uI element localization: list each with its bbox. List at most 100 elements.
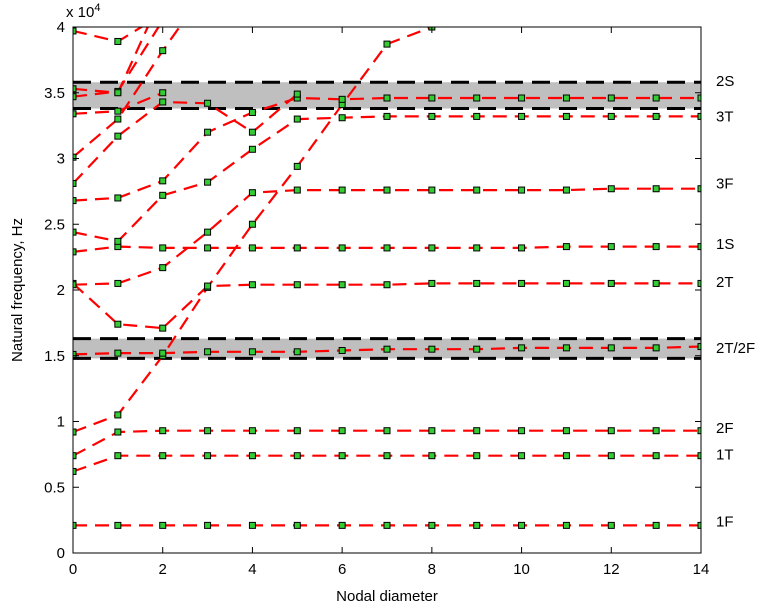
series-6-point-10 xyxy=(519,187,525,193)
series-8-point-2 xyxy=(160,192,166,198)
series-1-point-4 xyxy=(249,453,255,459)
series-8-point-1 xyxy=(115,238,121,244)
series-7-point-2 xyxy=(160,245,166,251)
series-2-point-8 xyxy=(429,428,435,434)
series-0-point-9 xyxy=(474,522,480,528)
x-tick-label-0: 0 xyxy=(69,561,77,578)
series-6-point-12 xyxy=(608,186,614,192)
series-9-point-6 xyxy=(339,96,345,102)
y-tick-label-7: 3.5 xyxy=(44,85,65,102)
series-8-point-13 xyxy=(653,113,659,119)
x-tick-label-7: 14 xyxy=(693,561,710,578)
series-7-point-11 xyxy=(563,244,569,250)
series-0-point-6 xyxy=(339,522,345,528)
series-4-point-6 xyxy=(339,347,345,353)
series-7-point-10 xyxy=(519,245,525,251)
series-1-point-13 xyxy=(653,453,659,459)
series-5-point-8 xyxy=(429,280,435,286)
series-5-point-3 xyxy=(205,283,211,289)
series-9-point-7 xyxy=(384,95,390,101)
series-4-point-5 xyxy=(294,349,300,355)
series-2-point-7 xyxy=(384,428,390,434)
exponent-label: x 104 xyxy=(66,2,100,21)
series-1-point-10 xyxy=(519,453,525,459)
series-3-point-4 xyxy=(249,221,255,227)
y-axis-label: Natural frequency, Hz xyxy=(9,218,26,362)
series-7-point-6 xyxy=(339,245,345,251)
series-7-point-9 xyxy=(474,245,480,251)
mode-label-1s: 1S xyxy=(716,236,734,253)
series-3-point-7 xyxy=(384,41,390,47)
series-5-point-5 xyxy=(294,282,300,288)
series-10-point-2 xyxy=(160,99,166,105)
series-10-point-1 xyxy=(115,133,121,139)
series-4-point-7 xyxy=(384,346,390,352)
series-6-point-4 xyxy=(249,190,255,196)
x-tick-label-2: 4 xyxy=(248,561,256,578)
series-12-point-1 xyxy=(115,108,121,114)
series-1-point-7 xyxy=(384,453,390,459)
x-axis-label: Nodal diameter xyxy=(336,588,438,605)
series-4-point-1 xyxy=(115,350,121,356)
series-8-point-10 xyxy=(519,113,525,119)
series-8-point-3 xyxy=(205,179,211,185)
series-7-point-13 xyxy=(653,244,659,250)
series-4-point-4 xyxy=(249,349,255,355)
series-13-point-2 xyxy=(160,17,166,23)
series-7-point-3 xyxy=(205,245,211,251)
series-6-point-5 xyxy=(294,187,300,193)
series-10-point-3 xyxy=(205,100,211,106)
mode-label-3t: 3T xyxy=(716,108,734,125)
series-8-point-4 xyxy=(249,146,255,152)
series-0-point-1 xyxy=(115,522,121,528)
series-12-point-2 xyxy=(160,90,166,96)
series-8-point-12 xyxy=(608,113,614,119)
series-5-line xyxy=(73,283,701,328)
series-1-point-9 xyxy=(474,453,480,459)
series-6-point-8 xyxy=(429,187,435,193)
series-6-point-13 xyxy=(653,186,659,192)
series-9-point-9 xyxy=(474,95,480,101)
series-11-line xyxy=(73,0,252,157)
x-tick-label-4: 8 xyxy=(428,561,436,578)
series-0-point-8 xyxy=(429,522,435,528)
series-6-line xyxy=(73,189,701,285)
series-6-point-3 xyxy=(205,229,211,235)
mode-label-3f: 3F xyxy=(716,175,734,192)
series-5-point-6 xyxy=(339,282,345,288)
series-1-point-6 xyxy=(339,453,345,459)
series-4-point-11 xyxy=(563,345,569,351)
series-5-point-2 xyxy=(160,325,166,331)
series-1-point-8 xyxy=(429,453,435,459)
series-15-point-2 xyxy=(160,11,166,17)
series-8-point-6 xyxy=(339,115,345,121)
x-tick-label-5: 10 xyxy=(513,561,530,578)
series-2-point-6 xyxy=(339,428,345,434)
y-tick-label-5: 2.5 xyxy=(44,216,65,233)
mode-label-1t: 1T xyxy=(716,446,734,463)
series-6-point-1 xyxy=(115,280,121,286)
series-7-point-8 xyxy=(429,245,435,251)
series-7-point-4 xyxy=(249,245,255,251)
series-8-point-8 xyxy=(429,113,435,119)
series-6-point-2 xyxy=(160,265,166,271)
y-tick-label-0: 0 xyxy=(57,545,65,562)
series-9-point-1 xyxy=(115,195,121,201)
series-4-point-8 xyxy=(429,346,435,352)
series-2-point-1 xyxy=(115,429,121,435)
frequency-bands xyxy=(73,82,701,358)
series-3-point-1 xyxy=(115,412,121,418)
x-tick-label-6: 12 xyxy=(603,561,620,578)
series-4-point-3 xyxy=(205,349,211,355)
y-tick-label-4: 2 xyxy=(57,282,65,299)
series-2-point-3 xyxy=(205,428,211,434)
series-2-point-13 xyxy=(653,428,659,434)
series-6-point-9 xyxy=(474,187,480,193)
series-14-point-1 xyxy=(115,90,121,96)
series-9-point-2 xyxy=(160,178,166,184)
series-0-point-11 xyxy=(563,522,569,528)
mode-label-2t-2f: 2T/2F xyxy=(716,340,755,357)
series-4-point-12 xyxy=(608,345,614,351)
series-0-point-4 xyxy=(249,522,255,528)
x-tick-label-3: 6 xyxy=(338,561,346,578)
